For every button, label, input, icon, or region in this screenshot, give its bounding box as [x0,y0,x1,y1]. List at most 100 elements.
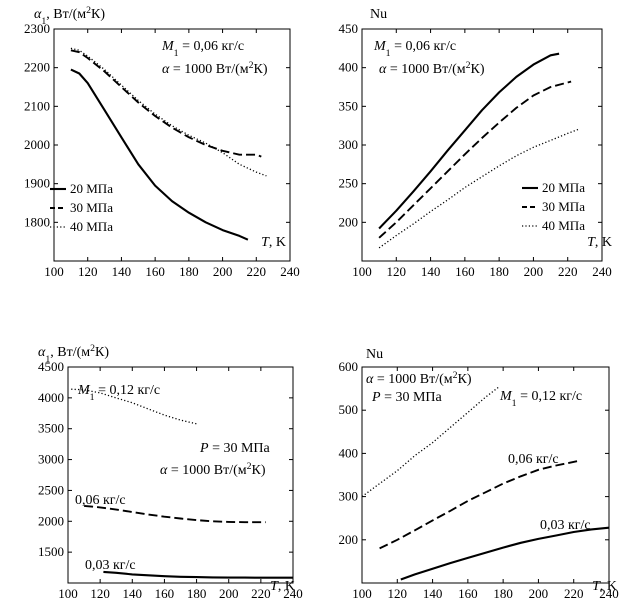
series-label: M1 = 0,12 кг/с [499,389,582,409]
legend-entry: 40 МПа [70,219,113,234]
x-tick-label: 180 [179,264,199,279]
y-tick-label: 300 [339,137,359,152]
x-axis-label: T, K [592,579,617,594]
x-tick-label: 180 [493,586,513,601]
legend-entry: 20 МПа [70,181,113,196]
series-line-1 [70,68,249,241]
series-label: 0,06 кг/с [508,452,559,467]
annotation: α = 1000 Вт/(м2К) [366,370,472,388]
y-tick-label: 2100 [24,98,50,113]
annotation: α = 1000 Вт/(м2К) [160,461,266,479]
x-tick-label: 120 [90,586,110,601]
x-tick-label: 200 [219,586,239,601]
y-axis-label: α1, Вт/(м2К) [34,5,105,27]
x-tick-label: 100 [352,586,372,601]
x-tick-label: 240 [280,264,300,279]
y-tick-label: 400 [339,60,359,75]
y-tick-label: 350 [339,98,359,113]
y-tick-label: 1900 [24,176,50,191]
x-tick-label: 160 [155,586,175,601]
y-tick-label: 250 [339,176,359,191]
series-line-2 [70,49,262,158]
y-axis-label: Nu [370,7,387,22]
y-tick-label: 1800 [24,214,50,229]
series-label: 0,03 кг/с [540,518,591,533]
x-tick-label: 200 [213,264,233,279]
series-line-1 [378,52,560,230]
x-axis-label: T, K [587,235,612,250]
series-line-3 [103,570,293,579]
y-tick-label: 2500 [38,482,64,497]
x-axis-label: T, K [270,579,295,594]
y-tick-label: 400 [339,445,359,460]
x-tick-label: 240 [283,586,303,601]
x-tick-label: 220 [247,264,267,279]
x-tick-label: 100 [44,264,64,279]
annotation: α = 1000 Вт/(м2К) [162,60,268,78]
plot-frame [361,366,610,584]
x-tick-label: 220 [251,586,271,601]
chart-panel-4: 100 120 140 160 180 200 220 240 200 300 400 500 600 N… [339,347,619,601]
x-tick-label: 220 [564,586,584,601]
y-axis-label: α1, Вт/(м2К) [38,343,109,365]
y-tick-label: 500 [339,402,359,417]
x-tick-label: 160 [458,586,478,601]
y-tick-label: 4500 [38,359,64,374]
annotation: P = 30 МПа [371,390,443,405]
x-axis-label: T, K [261,235,286,250]
series-line-2 [379,460,578,550]
x-tick-label: 140 [112,264,132,279]
y-tick-label: 200 [339,214,359,229]
series-line-3 [400,526,610,581]
x-tick-label: 180 [489,264,509,279]
annotation: M1 = 0,06 кг/с [373,39,456,59]
x-tick-label: 120 [387,264,407,279]
y-tick-label: 300 [339,489,359,504]
y-tick-label: 2000 [38,513,64,528]
x-tick-label: 140 [123,586,143,601]
series-line-3 [378,128,579,249]
x-tick-label: 120 [388,586,408,601]
x-tick-label: 100 [58,586,78,601]
legend-entry: 20 МПа [542,180,585,195]
series-label: 0,06 кг/с [75,493,126,508]
series-line-2 [378,80,572,239]
x-tick-label: 140 [421,264,441,279]
legend-entry: 30 МПа [542,199,585,214]
plot-frame [67,366,294,584]
x-tick-label: 200 [524,264,544,279]
y-tick-label: 200 [339,532,359,547]
series-label: 0,03 кг/с [85,558,136,573]
x-tick-label: 220 [558,264,578,279]
legend-entry: 40 МПа [542,218,585,233]
y-tick-label: 1500 [38,544,64,559]
annotation: M1 = 0,06 кг/с [161,39,244,59]
chart-panel-1: 100 120 140 160 180 200 220 240 1800 1900 2000 2100… [24,5,300,280]
y-tick-label: 2200 [24,60,50,75]
x-tick-label: 140 [423,586,443,601]
y-axis-label: Nu [366,347,383,362]
series-label: M1 = 0,12 кг/с [77,383,160,403]
chart-panel-3: 100 120 140 160 180 200 220 240 1500 2000 2500 3000… [38,343,303,602]
x-tick-label: 200 [529,586,549,601]
x-tick-label: 100 [352,264,372,279]
legend-entry: 30 МПа [70,200,113,215]
y-tick-label: 450 [339,21,359,36]
x-tick-label: 240 [599,586,619,601]
x-tick-label: 240 [592,264,612,279]
y-tick-label: 2300 [24,21,50,36]
y-tick-label: 600 [339,359,359,374]
y-tick-label: 4000 [38,390,64,405]
x-tick-label: 160 [145,264,165,279]
annotation: P = 30 МПа [199,441,271,456]
y-tick-label: 3500 [38,421,64,436]
x-tick-label: 180 [187,586,207,601]
y-tick-label: 3000 [38,452,64,467]
x-tick-label: 120 [78,264,98,279]
x-tick-label: 160 [455,264,475,279]
series-line-2 [84,504,266,524]
series-line-1 [361,385,500,498]
chart-panel-2: 100 120 140 160 180 200 220 240 200 250 300 350 400 4… [339,7,613,279]
y-tick-label: 2000 [24,137,50,152]
